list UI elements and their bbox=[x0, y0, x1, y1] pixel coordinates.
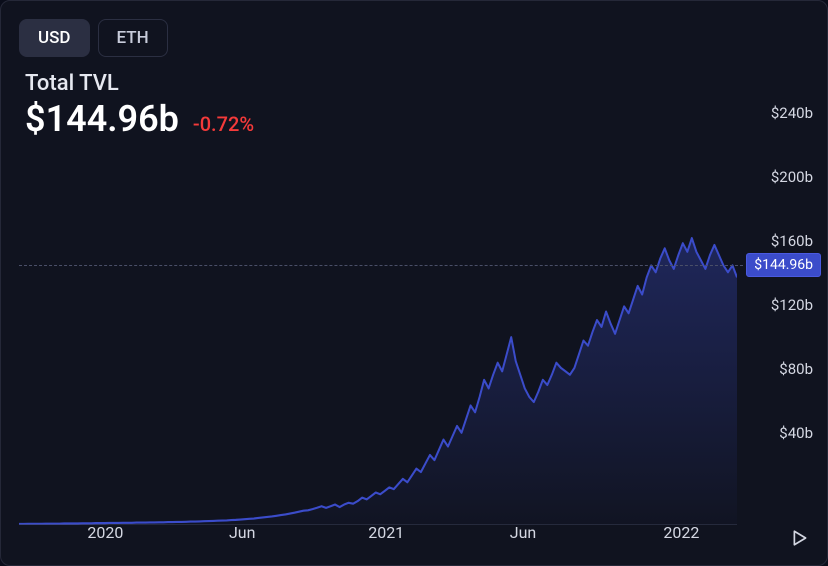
y-tick: $40b bbox=[779, 424, 813, 442]
chart-plot-area[interactable] bbox=[19, 81, 737, 525]
y-tick: $160b bbox=[771, 232, 813, 250]
x-tick: 2021 bbox=[368, 523, 404, 542]
tab-eth[interactable]: ETH bbox=[98, 19, 168, 57]
x-tick: Jun bbox=[510, 523, 536, 542]
current-value-badge: $144.96b bbox=[746, 253, 821, 277]
y-tick: $200b bbox=[771, 168, 813, 186]
tab-usd[interactable]: USD bbox=[19, 19, 90, 57]
y-tick: $120b bbox=[771, 296, 813, 314]
play-icon[interactable] bbox=[791, 529, 809, 547]
chart-card: USD ETH Total TVL $144.96b -0.72% $240b$… bbox=[0, 0, 828, 566]
y-tick: $80b bbox=[779, 360, 813, 378]
x-tick: 2020 bbox=[87, 523, 123, 542]
x-axis: 2020 Jun 2021 Jun 2022 bbox=[19, 523, 737, 547]
y-tick: $240b bbox=[771, 104, 813, 122]
currency-tabs: USD ETH bbox=[19, 19, 809, 57]
current-value-line bbox=[19, 265, 743, 266]
x-tick: 2022 bbox=[663, 523, 699, 542]
y-axis: $240b $200b $160b $120b $80b $40b bbox=[743, 81, 813, 497]
x-tick: Jun bbox=[229, 523, 255, 542]
